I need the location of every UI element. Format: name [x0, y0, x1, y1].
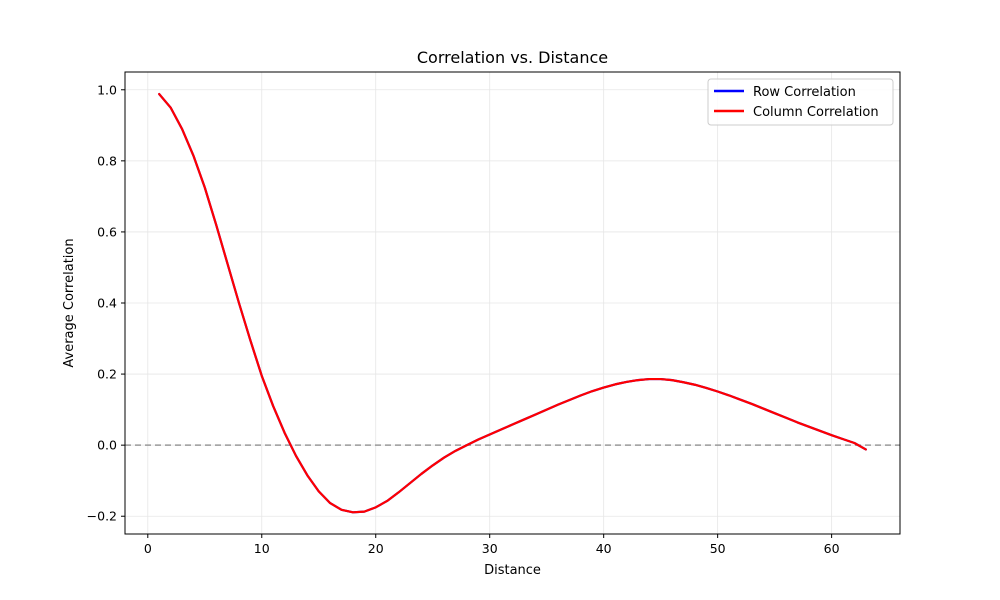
x-tick-label: 10 — [254, 541, 270, 556]
y-tick-label: 0.4 — [97, 296, 117, 311]
y-tick-label: −0.2 — [87, 509, 117, 524]
series-line-column-correlation — [158, 92, 867, 514]
x-tick-label: 60 — [824, 541, 840, 556]
y-tick-label: 1.0 — [97, 82, 117, 97]
y-axis-ticks: −0.2 0.0 0.2 0.4 0.6 0.8 1.0 — [87, 82, 125, 524]
legend-label-row-correlation: Row Correlation — [753, 85, 856, 100]
legend-label-column-correlation: Column Correlation — [753, 105, 879, 120]
x-tick-label: 50 — [710, 541, 726, 556]
x-axis-ticks: 0 10 20 30 40 50 60 — [144, 534, 840, 556]
legend-box — [707, 78, 894, 126]
chart-title: Correlation vs. Distance — [417, 48, 608, 67]
x-tick-label: 20 — [368, 541, 384, 556]
x-tick-label: 0 — [144, 541, 152, 556]
series-lines — [158, 92, 867, 514]
x-axis-label: Distance — [484, 563, 541, 578]
y-tick-label: 0.6 — [97, 224, 117, 239]
x-tick-label: 30 — [482, 541, 498, 556]
y-tick-label: 0.8 — [97, 153, 117, 168]
legend: Row Correlation Column Correlation — [707, 78, 894, 126]
grid-lines — [125, 72, 900, 534]
y-tick-label: 0.0 — [97, 438, 117, 453]
y-tick-label: 0.2 — [97, 367, 117, 382]
x-tick-label: 40 — [596, 541, 612, 556]
y-axis-label: Average Correlation — [62, 238, 77, 367]
